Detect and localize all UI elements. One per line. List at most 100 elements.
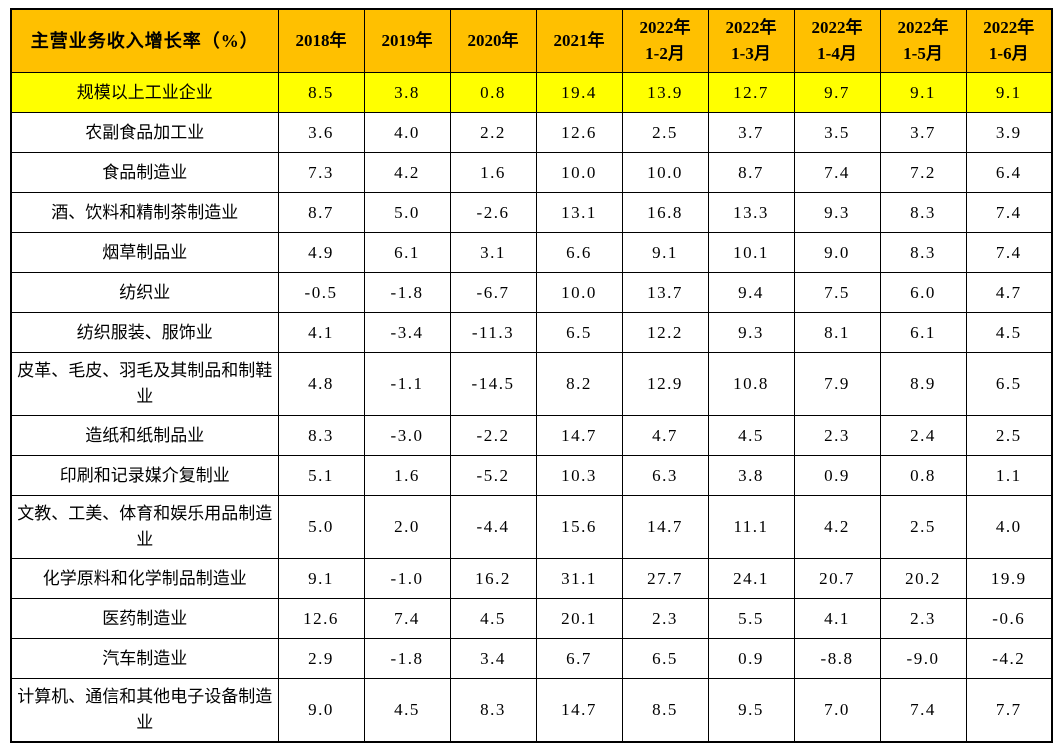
value-cell: 4.1 — [277, 312, 365, 353]
value-cell: 20.2 — [879, 558, 967, 599]
row-label-cell: 汽车制造业 — [10, 638, 279, 679]
table-row: 文教、工美、体育和娱乐用品制造业 5.0 2.0 -4.4 15.6 14.7 11.1 4… — [10, 495, 1053, 559]
value-cell: 2.3 — [793, 415, 881, 456]
table-container: 主营业务收入增长率（%） 2018年 2019年 2020年 2021年 202… — [10, 8, 1053, 743]
value-cell: 6.7 — [535, 638, 623, 679]
value-cell: 2.9 — [277, 638, 365, 679]
value-cell: 7.7 — [965, 678, 1053, 743]
value-cell: 0.8 — [879, 455, 967, 496]
value-cell: -1.8 — [363, 638, 451, 679]
value-cell: 7.4 — [965, 192, 1053, 233]
value-cell: 7.5 — [793, 272, 881, 313]
value-cell: 8.3 — [879, 232, 967, 273]
value-cell: 8.3 — [449, 678, 537, 743]
row-label-cell: 纺织业 — [10, 272, 279, 313]
value-cell: 2.4 — [879, 415, 967, 456]
table-title-cell: 主营业务收入增长率（%） — [10, 8, 279, 73]
table-body: 规模以上工业企业 8.5 3.8 0.8 19.4 13.9 12.7 9.7 9.1 9.1 … — [10, 72, 1053, 743]
value-cell: 6.6 — [535, 232, 623, 273]
value-cell: 10.3 — [535, 455, 623, 496]
value-cell: 8.7 — [277, 192, 365, 233]
value-cell: 11.1 — [707, 495, 795, 559]
table-row: 纺织服装、服饰业 4.1 -3.4 -11.3 6.5 12.2 9.3 8.1 6.1 4.5 — [10, 312, 1053, 353]
value-cell: -8.8 — [793, 638, 881, 679]
revenue-growth-table: 主营业务收入增长率（%） 2018年 2019年 2020年 2021年 202… — [10, 8, 1053, 743]
value-cell: 4.1 — [793, 598, 881, 639]
table-row: 纺织业 -0.5 -1.8 -6.7 10.0 13.7 9.4 7.5 6.0 4.7 — [10, 272, 1053, 313]
value-cell: 8.3 — [879, 192, 967, 233]
value-cell: 9.1 — [879, 72, 967, 113]
table-row: 造纸和纸制品业 8.3 -3.0 -2.2 14.7 4.7 4.5 2.3 2.4 2.5 — [10, 415, 1053, 456]
column-header-2022-1-6: 2022年 1-6月 — [965, 8, 1053, 73]
column-header-2022-1-3: 2022年 1-3月 — [707, 8, 795, 73]
column-header-2019: 2019年 — [363, 8, 451, 73]
value-cell: 4.2 — [793, 495, 881, 559]
value-cell: 3.7 — [879, 112, 967, 153]
value-cell: 5.0 — [277, 495, 365, 559]
value-cell: 27.7 — [621, 558, 709, 599]
value-cell: 4.7 — [621, 415, 709, 456]
value-cell: 9.0 — [277, 678, 365, 743]
value-cell: -1.1 — [363, 352, 451, 416]
value-cell: 4.2 — [363, 152, 451, 193]
value-cell: 3.5 — [793, 112, 881, 153]
value-cell: 1.6 — [363, 455, 451, 496]
value-cell: -0.6 — [965, 598, 1053, 639]
table-row: 皮革、毛皮、羽毛及其制品和制鞋业 4.8 -1.1 -14.5 8.2 12.9 10.8… — [10, 352, 1053, 416]
row-label-cell: 农副食品加工业 — [10, 112, 279, 153]
value-cell: 6.5 — [965, 352, 1053, 416]
value-cell: -2.6 — [449, 192, 537, 233]
value-cell: 13.1 — [535, 192, 623, 233]
value-cell: 3.4 — [449, 638, 537, 679]
row-label-cell: 烟草制品业 — [10, 232, 279, 273]
column-header-2022-1-5: 2022年 1-5月 — [879, 8, 967, 73]
value-cell: 10.0 — [535, 272, 623, 313]
value-cell: 20.7 — [793, 558, 881, 599]
table-row: 印刷和记录媒介复制业 5.1 1.6 -5.2 10.3 6.3 3.8 0.9 0.8 1.1 — [10, 455, 1053, 496]
value-cell: 3.6 — [277, 112, 365, 153]
value-cell: 9.1 — [965, 72, 1053, 113]
value-cell: 7.4 — [793, 152, 881, 193]
table-header: 主营业务收入增长率（%） 2018年 2019年 2020年 2021年 202… — [10, 8, 1053, 73]
value-cell: 0.8 — [449, 72, 537, 113]
column-header-2021: 2021年 — [535, 8, 623, 73]
value-cell: 12.7 — [707, 72, 795, 113]
value-cell: -2.2 — [449, 415, 537, 456]
table-row: 农副食品加工业 3.6 4.0 2.2 12.6 2.5 3.7 3.5 3.7 3.9 — [10, 112, 1053, 153]
value-cell: 2.2 — [449, 112, 537, 153]
value-cell: 12.2 — [621, 312, 709, 353]
value-cell: 9.0 — [793, 232, 881, 273]
value-cell: 8.3 — [277, 415, 365, 456]
value-cell: 31.1 — [535, 558, 623, 599]
value-cell: 4.9 — [277, 232, 365, 273]
row-label-cell: 酒、饮料和精制茶制造业 — [10, 192, 279, 233]
value-cell: 8.5 — [621, 678, 709, 743]
value-cell: 19.4 — [535, 72, 623, 113]
table-row: 烟草制品业 4.9 6.1 3.1 6.6 9.1 10.1 9.0 8.3 7.4 — [10, 232, 1053, 273]
value-cell: 2.5 — [965, 415, 1053, 456]
value-cell: 14.7 — [535, 678, 623, 743]
value-cell: 1.6 — [449, 152, 537, 193]
value-cell: -3.4 — [363, 312, 451, 353]
value-cell: 9.7 — [793, 72, 881, 113]
value-cell: 8.7 — [707, 152, 795, 193]
value-cell: 2.5 — [621, 112, 709, 153]
table-row: 规模以上工业企业 8.5 3.8 0.8 19.4 13.9 12.7 9.7 9.1 9.1 — [10, 72, 1053, 113]
value-cell: 4.5 — [707, 415, 795, 456]
row-label-cell: 计算机、通信和其他电子设备制造业 — [10, 678, 279, 743]
value-cell: 12.6 — [535, 112, 623, 153]
value-cell: 24.1 — [707, 558, 795, 599]
value-cell: 5.5 — [707, 598, 795, 639]
value-cell: 13.3 — [707, 192, 795, 233]
table-row: 食品制造业 7.3 4.2 1.6 10.0 10.0 8.7 7.4 7.2 6.4 — [10, 152, 1053, 193]
row-label-cell: 纺织服装、服饰业 — [10, 312, 279, 353]
value-cell: 12.6 — [277, 598, 365, 639]
value-cell: 10.1 — [707, 232, 795, 273]
value-cell: 19.9 — [965, 558, 1053, 599]
value-cell: 3.7 — [707, 112, 795, 153]
value-cell: 9.1 — [277, 558, 365, 599]
value-cell: -11.3 — [449, 312, 537, 353]
value-cell: 5.0 — [363, 192, 451, 233]
value-cell: 4.5 — [363, 678, 451, 743]
value-cell: -1.0 — [363, 558, 451, 599]
